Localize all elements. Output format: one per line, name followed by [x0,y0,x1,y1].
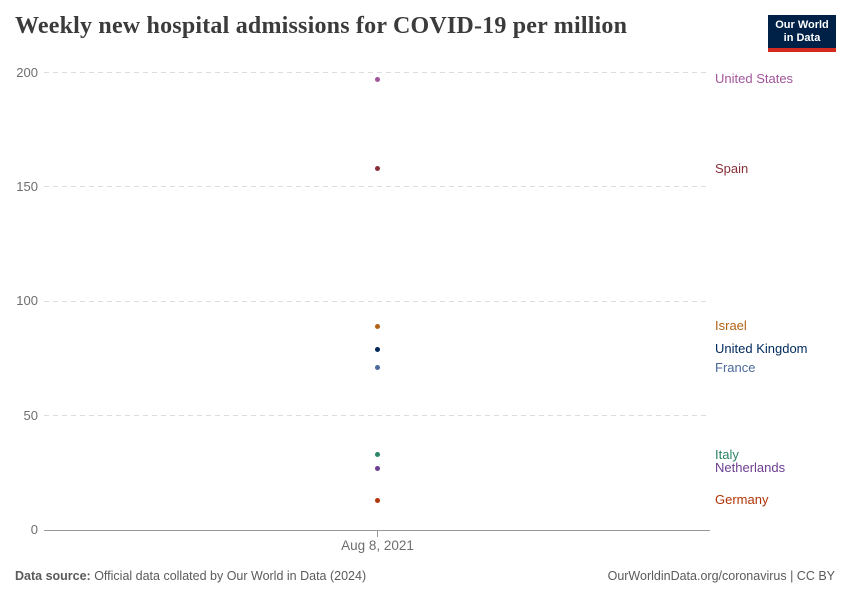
x-axis-tick-label: Aug 8, 2021 [341,538,414,553]
entity-label-united-states[interactable]: United States [715,71,794,87]
data-point-germany[interactable] [375,497,380,503]
gridline [44,415,710,417]
y-axis-tick-label: 50 [23,407,38,423]
data-point-israel[interactable] [375,323,380,329]
entity-label-united-kingdom[interactable]: United Kingdom [715,341,808,357]
gridline [44,300,710,302]
data-source-note: Data source: Official data collated by O… [15,569,366,583]
license-note: OurWorldinData.org/coronavirus | CC BY [607,569,835,583]
x-axis-tick-mark [377,530,378,537]
entity-label-netherlands[interactable]: Netherlands [715,460,786,476]
entity-label-germany[interactable]: Germany [715,492,769,508]
y-axis-tick-label: 200 [16,64,38,80]
y-axis-tick-label: 150 [16,178,38,194]
entity-label-france[interactable]: France [715,359,756,375]
data-point-united-kingdom[interactable] [375,346,380,352]
owid-logo-line1: Our World [775,19,829,31]
entity-label-italy[interactable]: Italy [715,446,739,462]
data-point-netherlands[interactable] [375,465,380,471]
data-point-france[interactable] [375,365,380,371]
entity-label-israel[interactable]: Israel [715,318,747,334]
owid-logo: Our World in Data [768,15,836,52]
y-axis-tick-label: 0 [30,522,38,537]
data-point-spain[interactable] [375,166,380,172]
page-title: Weekly new hospital admissions for COVID… [15,13,628,39]
gridline [44,186,710,188]
owid-logo-line2: in Data [783,32,821,44]
data-source-label: Data source: [15,569,91,583]
data-point-italy[interactable] [375,452,380,457]
y-axis-tick-label: 100 [16,293,38,309]
data-source-text: Official data collated by Our World in D… [90,569,367,583]
gridline [44,72,710,73]
data-point-united-states[interactable] [375,76,380,82]
entity-label-spain[interactable]: Spain [715,160,749,176]
